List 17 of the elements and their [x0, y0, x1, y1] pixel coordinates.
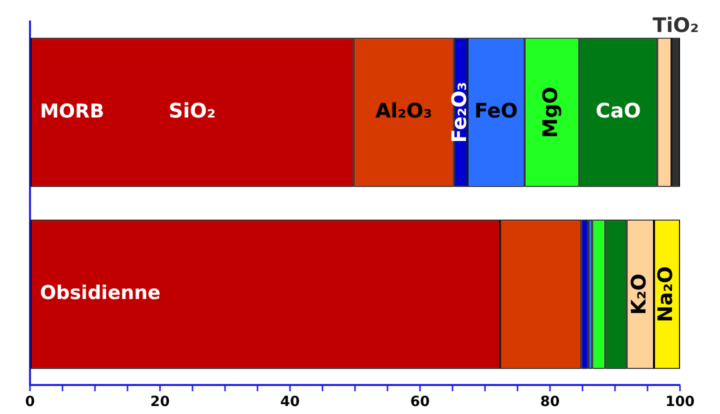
x-tick-label: 100: [665, 394, 695, 410]
y-tick-label: MORB: [40, 100, 104, 122]
series-label: FeO: [474, 98, 518, 123]
x-tick-label: 40: [280, 394, 300, 410]
x-tick-label: 60: [410, 394, 430, 410]
series-label: SiO₂: [168, 98, 216, 123]
x-tick-label: 0: [25, 394, 36, 410]
x-tick-label: 80: [540, 394, 560, 410]
y-tick-label: Obsidienne: [40, 282, 161, 304]
series-label: Al₂O₃: [375, 98, 432, 123]
series-label: CaO: [596, 98, 641, 123]
x-tick-label: 20: [150, 394, 170, 410]
series-label: Fe₂O₃: [446, 82, 471, 143]
series-label: K₂O: [626, 274, 651, 315]
series-label: TiO₂: [652, 12, 699, 37]
series-label: MgO: [538, 86, 562, 138]
series-label: Na₂O: [653, 266, 678, 322]
